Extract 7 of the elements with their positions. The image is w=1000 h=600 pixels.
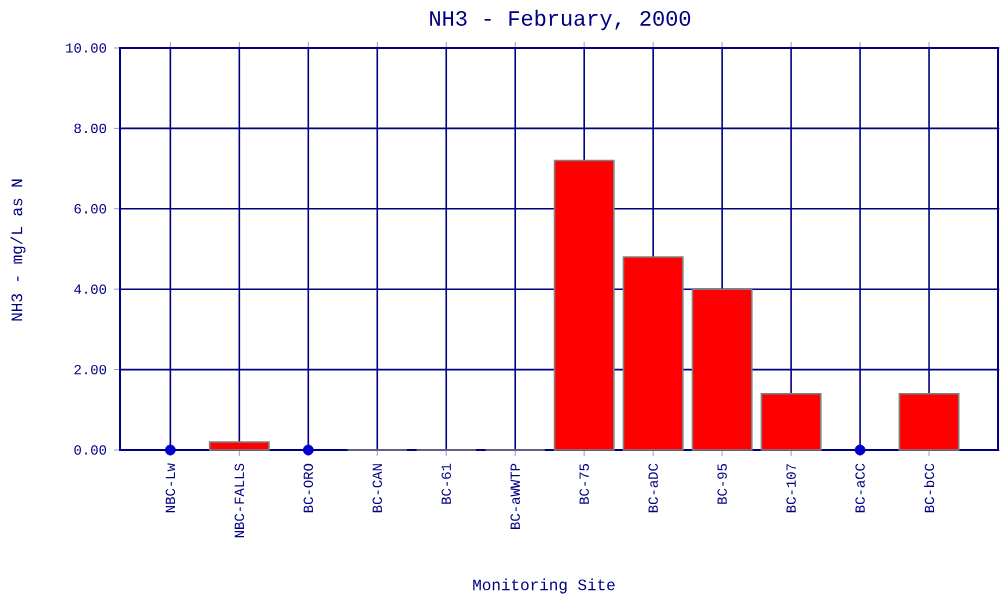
- bar: [208, 441, 270, 451]
- chart-title: NH3 - February, 2000: [430, 9, 691, 31]
- bar: [691, 288, 753, 451]
- bar: [622, 256, 684, 451]
- bar: [898, 392, 960, 451]
- bar: [553, 159, 615, 451]
- bar: [760, 392, 822, 451]
